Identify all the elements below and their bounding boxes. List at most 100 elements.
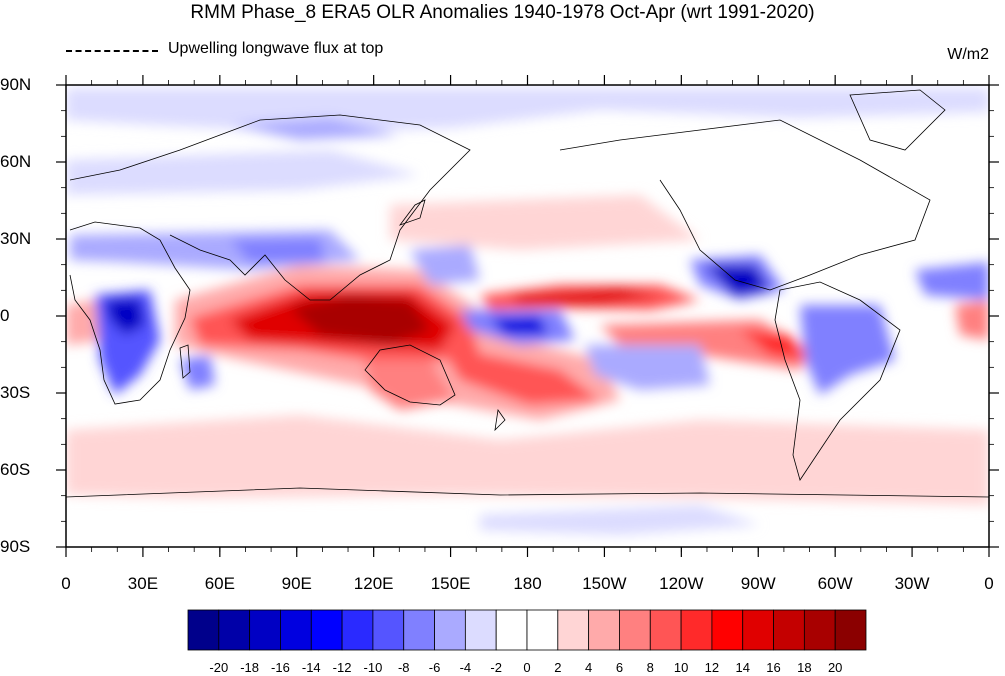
anomaly-region	[66, 415, 989, 505]
anomaly-region	[180, 355, 215, 390]
coastline-south-america	[774, 281, 901, 481]
colorbar-label: 2	[554, 660, 562, 675]
coastline-africa	[69, 221, 191, 405]
lon-tick-label: 180	[513, 574, 542, 593]
colorbar-swatch	[619, 609, 651, 651]
units-label: W/m2	[947, 46, 989, 63]
colorbar-label: -16	[271, 660, 290, 675]
colorbar-swatch	[711, 609, 744, 651]
colorbar-swatch	[742, 609, 774, 651]
colorbar-label: 4	[585, 660, 593, 675]
colorbar-label: 0	[523, 660, 531, 675]
anomaly-region	[585, 345, 710, 390]
colorbar-swatch	[803, 609, 836, 651]
colorbar-swatch	[773, 609, 805, 651]
legend-text: Upwelling longwave flux at top	[168, 40, 384, 57]
colorbar-swatch	[249, 609, 281, 651]
anomaly-region	[490, 316, 548, 335]
colorbar-swatch	[434, 609, 466, 651]
colorbar-swatch	[834, 609, 867, 651]
lat-tick-label: 30S	[0, 383, 31, 402]
colorbar-label: 16	[766, 660, 781, 675]
map-title: RMM Phase_8 ERA5 OLR Anomalies 1940-1978…	[190, 2, 815, 23]
colorbar-swatch	[372, 609, 405, 651]
coastline-eurasia	[69, 114, 471, 301]
anomaly-region	[915, 262, 989, 300]
lon-tick-label: 60W	[817, 574, 853, 593]
colorbar-swatch	[557, 609, 590, 651]
colorbar-label: 20	[827, 660, 843, 675]
colorbar-label: 12	[704, 660, 720, 675]
colorbar-swatch	[464, 609, 497, 651]
coastlines	[66, 89, 989, 498]
lon-tick-label: 0	[61, 574, 71, 593]
colorbar-label: 18	[797, 660, 812, 675]
colorbar-swatch	[403, 609, 435, 651]
colorbar-label: 6	[615, 660, 624, 675]
colorbar-label: 14	[735, 660, 750, 675]
lon-tick-label: 60E	[204, 574, 235, 593]
lon-tick-label: 120W	[659, 574, 704, 593]
lon-tick-label: 30E	[127, 574, 159, 593]
coastline-north-america	[559, 119, 931, 291]
anomaly-region	[390, 195, 700, 250]
colorbar-label: -18	[240, 660, 260, 675]
anomaly-region	[66, 300, 105, 345]
lon-tick-label: 90E	[281, 574, 312, 593]
lat-tick-label: 90S	[0, 537, 31, 556]
anomaly-region	[365, 360, 455, 410]
colorbar-swatch	[187, 609, 220, 651]
anomaly-region	[230, 238, 325, 262]
anomaly-region	[66, 150, 420, 195]
colorbar-swatch	[341, 609, 374, 651]
lon-tick-group	[65, 75, 990, 557]
lat-tick-label: 60S	[0, 460, 31, 479]
colorbar-label: -2	[490, 660, 502, 675]
coastline-madagascar	[179, 344, 191, 379]
colorbar-swatch	[588, 609, 620, 651]
lat-tick-label: 0	[0, 306, 10, 325]
colorbar-swatch	[495, 609, 528, 651]
lat-tick-label: 90N	[0, 75, 32, 94]
anomaly-region	[480, 505, 760, 535]
colorbar-swatch	[526, 609, 559, 651]
anomaly-region	[290, 295, 430, 345]
colorbar-label: -20	[209, 660, 229, 675]
coastline-antarctica	[66, 487, 989, 498]
colorbar-label: 10	[673, 660, 689, 675]
coastline-greenland	[849, 89, 946, 151]
anomaly-region	[410, 245, 480, 285]
lat-tick-label: 30N	[0, 229, 32, 248]
colorbar-label: -10	[363, 660, 383, 675]
anomaly-region	[105, 298, 145, 335]
anomaly-region	[800, 305, 895, 395]
lon-tick-label: 30W	[894, 574, 930, 593]
lat-tick-group	[56, 84, 999, 548]
colorbar-label: -12	[332, 660, 352, 675]
anomaly-region	[955, 300, 989, 340]
colorbar-swatch	[310, 609, 343, 651]
lon-tick-label: 150W	[582, 574, 627, 593]
lon-tick-label: 150E	[430, 574, 471, 593]
anomaly-field	[66, 88, 989, 535]
colorbar-label: 8	[646, 660, 654, 675]
lon-tick-label: 120E	[353, 574, 394, 593]
lon-tick-label: 90W	[740, 574, 776, 593]
colorbar-label: -8	[397, 660, 410, 675]
colorbar-label: -4	[459, 660, 472, 675]
anomaly-region	[440, 345, 600, 405]
coastline-japan	[398, 199, 426, 226]
lon-tick-label: 0	[984, 574, 994, 593]
anomaly-region	[740, 330, 805, 360]
colorbar-swatch	[680, 609, 713, 651]
colorbar-swatch	[280, 609, 312, 651]
colorbar-swatch	[649, 609, 682, 651]
lat-tick-label: 60N	[0, 152, 32, 171]
colorbar	[187, 609, 867, 651]
colorbar-swatch	[218, 609, 251, 651]
coastline-australia	[364, 344, 456, 406]
coastline-newzealand	[494, 408, 506, 432]
colorbar-label: -14	[301, 660, 321, 675]
anomaly-region	[230, 118, 400, 140]
